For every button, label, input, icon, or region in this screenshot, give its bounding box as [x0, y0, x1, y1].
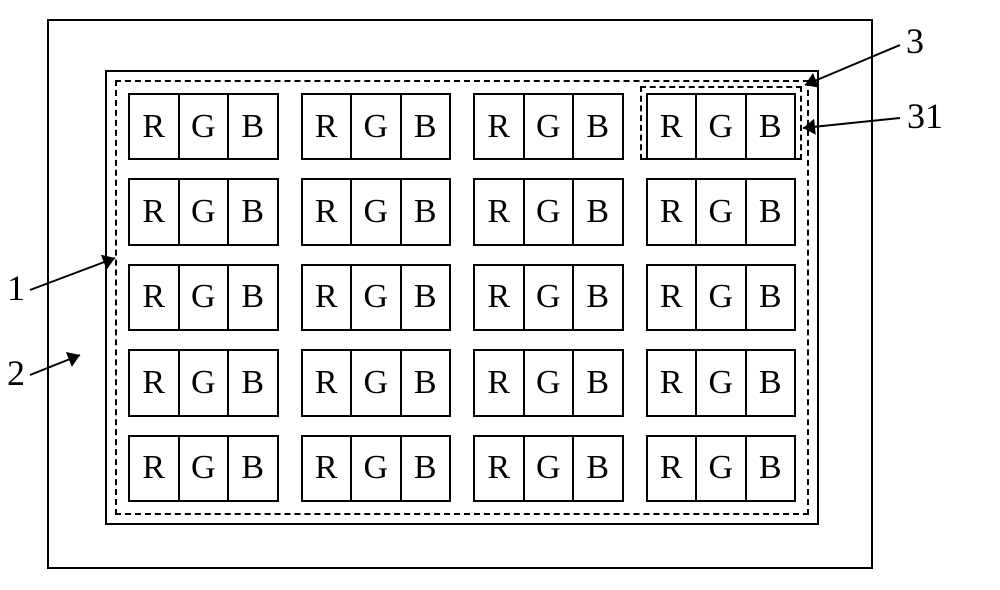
diagram-canvas: RGBRGBRGBRGBRGBRGBRGBRGBRGBRGBRGBRGBRGBR…: [0, 0, 1000, 590]
callout-arrow-outer_2: [0, 0, 1000, 590]
